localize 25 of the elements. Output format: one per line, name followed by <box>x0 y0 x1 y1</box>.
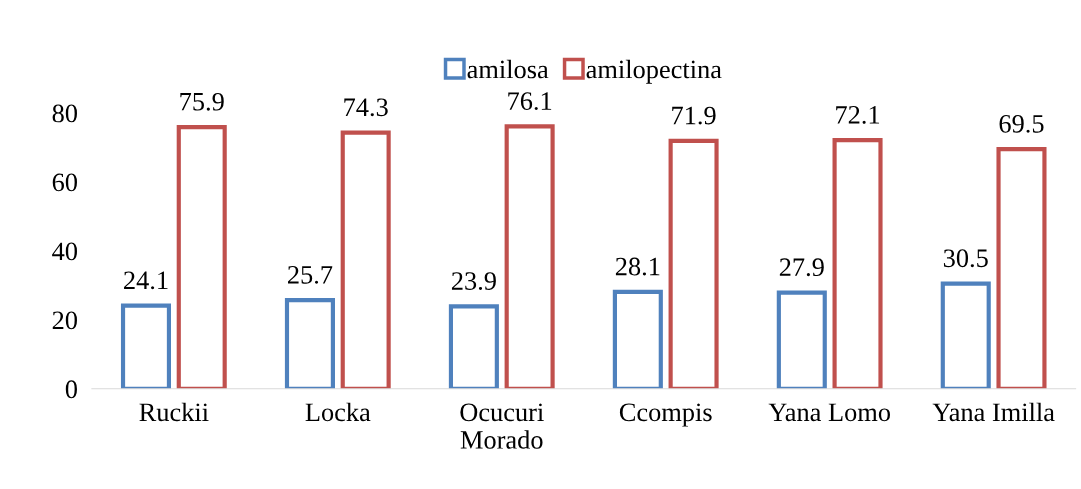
y-tick-label: 80 <box>52 104 77 123</box>
data-label: 30.5 <box>943 249 988 268</box>
legend-label: amilopectina <box>586 59 722 84</box>
data-label: 69.5 <box>999 114 1044 133</box>
y-tick-label: 40 <box>52 242 77 261</box>
data-label: 27.9 <box>779 258 824 277</box>
y-tick-label: 0 <box>65 380 77 399</box>
y-tick-label: 60 <box>52 173 77 192</box>
data-label: 28.1 <box>615 257 660 276</box>
x-tick-label: Ocucuri Morado <box>460 403 544 449</box>
data-label: 71.9 <box>672 106 716 125</box>
data-label: 74.3 <box>344 98 388 117</box>
data-label: 24.1 <box>124 271 168 290</box>
legend-label: amilosa <box>467 59 549 79</box>
data-label: 25.7 <box>288 265 333 284</box>
x-tick-label: Yana Imilla <box>932 402 1055 422</box>
data-label: 72.1 <box>836 105 880 124</box>
data-label: 76.1 <box>508 92 552 111</box>
x-tick-label: Yana Lomo <box>768 403 890 422</box>
x-tick-label: Ccompis <box>619 403 712 427</box>
data-label: 23.9 <box>451 272 496 291</box>
y-tick-label: 20 <box>52 311 77 330</box>
x-tick-label: Ruckii <box>139 402 209 422</box>
x-tick-label: Locka <box>305 402 371 422</box>
data-label: 75.9 <box>180 92 224 111</box>
